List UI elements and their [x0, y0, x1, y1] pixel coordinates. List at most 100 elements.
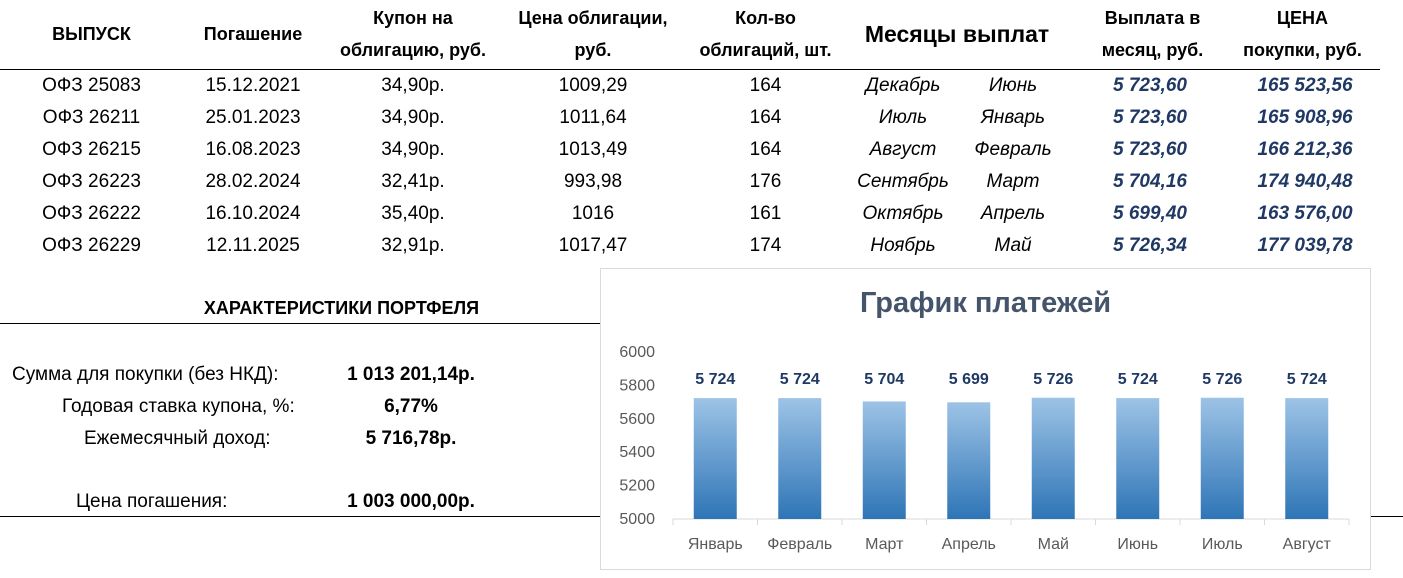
cell-month-1: Октябрь: [862, 203, 944, 224]
header-months: Месяцы выплат: [864, 21, 1050, 47]
cell-coupon: 32,41р.: [381, 171, 445, 192]
header-price: Цена облигации, руб.: [518, 8, 668, 60]
y-tick-label: 5000: [619, 511, 655, 528]
cell-total: 165 908,96: [1257, 107, 1353, 128]
cell-coupon: 34,90р.: [381, 107, 445, 128]
cell-month-2: Июнь: [988, 75, 1038, 96]
cell-payment: 5 723,60: [1113, 107, 1187, 128]
cell-month-2: Февраль: [974, 139, 1052, 160]
cell-month-1: Сентябрь: [857, 171, 949, 192]
header-issue: ВЫПУСК: [52, 24, 131, 44]
data-label: 5 699: [949, 371, 989, 388]
cell-coupon: 32,91р.: [381, 235, 445, 256]
chart-title: График платежей: [859, 287, 1112, 319]
sum-value: 1 013 201,14р.: [347, 364, 475, 385]
cell-maturity: 12.11.2025: [206, 235, 300, 256]
cell-total: 165 523,56: [1257, 75, 1353, 96]
cell-price: 1016: [571, 203, 615, 224]
y-tick-label: 5400: [619, 444, 655, 461]
data-label: 5 726: [1202, 371, 1242, 388]
cell-month-2: Январь: [980, 107, 1046, 128]
x-tick-label: Февраль: [767, 536, 832, 553]
cell-month-2: Март: [986, 171, 1040, 192]
cell-month-1: Июль: [878, 107, 928, 128]
portfolio-divider-top: [0, 323, 683, 324]
y-tick-label: 5600: [619, 411, 655, 428]
cell-payment: 5 699,40: [1113, 203, 1187, 224]
cell-maturity: 25.01.2023: [205, 107, 301, 128]
cell-coupon: 34,90р.: [381, 75, 445, 96]
cell-maturity: 16.08.2023: [205, 139, 301, 160]
cell-qty: 161: [749, 203, 782, 224]
x-tick-label: Январь: [688, 536, 743, 553]
cell-payment: 5 723,60: [1113, 139, 1187, 160]
y-tick-label: 6000: [619, 344, 655, 361]
cell-price: 1011,64: [559, 107, 627, 128]
header-qty: Кол-во облигаций, шт.: [699, 8, 832, 60]
cell-issue: ОФЗ 26229: [42, 235, 141, 256]
cell-total: 177 039,78: [1257, 235, 1353, 256]
cell-month-1: Декабрь: [865, 75, 941, 96]
bar: [862, 401, 906, 519]
cell-qty: 164: [749, 107, 782, 128]
cell-maturity: 28.02.2024: [205, 171, 301, 192]
redemption-label: Цена погашения:: [76, 491, 228, 512]
sum-label: Сумма для покупки (без НКД):: [12, 364, 279, 385]
bar: [778, 398, 822, 519]
cell-total: 166 212,36: [1257, 139, 1353, 160]
bar: [693, 398, 737, 519]
cell-price: 1017,47: [558, 235, 628, 256]
cell-month-2: Май: [994, 235, 1032, 256]
cell-qty: 164: [749, 75, 782, 96]
cell-price: 1013,49: [558, 139, 628, 160]
payments-chart[interactable]: График платежей 5000 5200 5400 5600 5800 6000…: [600, 268, 1371, 570]
cell-issue: ОФЗ 26215: [42, 139, 141, 160]
header-divider: [0, 69, 1380, 70]
bar: [1285, 398, 1329, 519]
header-coupon: Купон на облигацию, руб.: [339, 8, 487, 60]
cell-price: 1009,29: [558, 75, 628, 96]
data-label: 5 724: [1287, 371, 1327, 388]
x-tick-label: Июнь: [1117, 536, 1158, 553]
cell-coupon: 34,90р.: [381, 139, 445, 160]
portfolio-divider-bottom: [0, 516, 600, 517]
cell-qty: 174: [749, 235, 782, 256]
x-tick-label: Май: [1038, 536, 1069, 553]
right-divider-bottom: [1369, 516, 1403, 517]
data-label: 5 724: [780, 371, 820, 388]
cell-coupon: 35,40р.: [381, 203, 445, 224]
y-tick-label: 5800: [619, 377, 655, 394]
monthly-income-value: 5 716,78р.: [365, 428, 457, 449]
data-label: 5 726: [1033, 371, 1073, 388]
cell-total: 174 940,48: [1257, 171, 1353, 192]
cell-month-1: Август: [869, 139, 937, 160]
cell-payment: 5 726,34: [1113, 235, 1187, 256]
bar: [947, 402, 991, 519]
cell-qty: 164: [749, 139, 782, 160]
x-tick-label: Август: [1283, 536, 1332, 553]
y-tick-label: 5200: [619, 478, 655, 495]
bar: [1200, 397, 1244, 519]
monthly-income-label: Ежемесячный доход:: [84, 428, 271, 449]
data-label: 5 704: [864, 371, 904, 388]
bar: [1031, 397, 1075, 519]
cell-price: 993,98: [563, 171, 623, 192]
data-label: 5 724: [695, 371, 735, 388]
rate-value: 6,77%: [384, 396, 438, 417]
rate-label: Годовая ставка купона, %:: [62, 396, 295, 417]
data-label: 5 724: [1118, 371, 1158, 388]
header-maturity: Погашение: [203, 24, 303, 44]
cell-month-2: Апрель: [980, 203, 1046, 224]
cell-payment: 5 723,60: [1113, 75, 1187, 96]
x-tick-label: Апрель: [942, 536, 996, 553]
redemption-value: 1 003 000,00р.: [347, 491, 475, 512]
cell-issue: ОФЗ 25083: [42, 75, 141, 96]
x-tick-label: Июль: [1202, 536, 1243, 553]
cell-maturity: 15.12.2021: [205, 75, 301, 96]
cell-payment: 5 704,16: [1113, 171, 1187, 192]
bar: [1116, 398, 1160, 519]
cell-issue: ОФЗ 26223: [42, 171, 141, 192]
portfolio-title: ХАРАКТЕРИСТИКИ ПОРТФЕЛЯ: [203, 298, 480, 318]
cell-total: 163 576,00: [1257, 203, 1353, 224]
header-payment: Выплата в месяц, руб.: [1101, 8, 1204, 60]
